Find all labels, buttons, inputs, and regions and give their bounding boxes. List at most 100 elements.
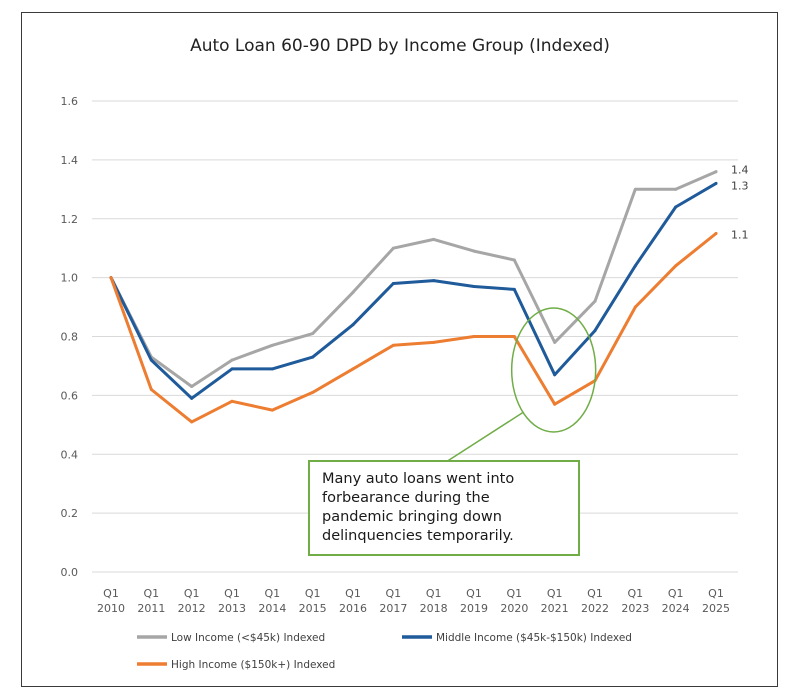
data-point (270, 408, 274, 412)
legend-item: Low Income (<$45k) Indexed (137, 632, 325, 644)
x-tick-quarter: Q1 (587, 587, 603, 600)
x-tick-quarter: Q1 (264, 587, 280, 600)
data-point (391, 343, 395, 347)
x-tick-quarter: Q1 (627, 587, 643, 600)
x-tick-year: 2020 (500, 602, 528, 615)
series-lines (109, 170, 718, 424)
x-tick-quarter: Q1 (426, 587, 442, 600)
data-point (432, 340, 436, 344)
data-point (633, 264, 637, 268)
x-tick-year: 2011 (137, 602, 165, 615)
y-tick-label: 0.8 (61, 331, 79, 344)
data-point (553, 402, 557, 406)
highlight-ellipse (510, 307, 597, 433)
y-axis: 0.0 0.2 0.4 0.6 0.8 1.0 1.2 1.4 1.6 (61, 95, 79, 579)
data-point (311, 355, 315, 359)
data-point (351, 323, 355, 327)
y-tick-label: 1.6 (61, 95, 79, 108)
end-label: 1.4 (731, 164, 749, 177)
x-tick-quarter: Q1 (708, 587, 724, 600)
series-0 (109, 170, 718, 389)
y-tick-label: 1.0 (61, 272, 79, 285)
y-tick-label: 0.6 (61, 389, 79, 402)
data-point (472, 284, 476, 288)
data-point (311, 390, 315, 394)
y-tick-label: 1.4 (61, 154, 79, 167)
legend-label: High Income ($150k+) Indexed (171, 659, 335, 671)
x-tick-quarter: Q1 (103, 587, 119, 600)
x-tick-quarter: Q1 (345, 587, 361, 600)
x-tick-quarter: Q1 (547, 587, 563, 600)
series-line (109, 181, 718, 400)
data-point (512, 287, 516, 291)
data-point (472, 335, 476, 338)
data-point (714, 231, 718, 235)
data-point (190, 420, 194, 424)
data-point (633, 305, 637, 309)
data-point (714, 181, 718, 185)
y-tick-label: 0.0 (61, 566, 79, 579)
x-tick-quarter: Q1 (466, 587, 482, 600)
x-tick-quarter: Q1 (385, 587, 401, 600)
y-tick-label: 1.2 (61, 213, 79, 226)
data-point (674, 187, 678, 191)
legend-item: Middle Income ($45k-$150k) Indexed (402, 632, 632, 644)
data-point (714, 170, 718, 174)
data-point (633, 187, 637, 191)
data-point (351, 367, 355, 371)
legend-label: Middle Income ($45k-$150k) Indexed (436, 632, 632, 644)
data-point (593, 299, 597, 303)
data-point (512, 335, 516, 338)
callout-leader-line (445, 411, 525, 463)
callout-line: delinquencies temporarily. (322, 528, 514, 544)
data-point (149, 358, 153, 362)
data-point (432, 279, 436, 283)
series-2 (109, 231, 718, 424)
y-tick-label: 0.4 (61, 448, 79, 461)
data-point (270, 367, 274, 371)
x-tick-year: 2023 (621, 602, 649, 615)
data-point (230, 367, 234, 371)
x-tick-year: 2021 (541, 602, 569, 615)
data-point (391, 282, 395, 286)
data-point (472, 249, 476, 253)
data-point (553, 340, 557, 344)
x-tick-quarter: Q1 (143, 587, 159, 600)
data-point (432, 237, 436, 241)
data-point (391, 246, 395, 250)
x-tick-quarter: Q1 (506, 587, 522, 600)
x-tick-year: 2022 (581, 602, 609, 615)
data-point (351, 290, 355, 294)
data-point (109, 276, 113, 280)
data-point (593, 329, 597, 333)
x-tick-year: 2013 (218, 602, 246, 615)
end-labels: 1.4 1.3 1.1 (731, 164, 749, 242)
x-tick-quarter: Q1 (184, 587, 200, 600)
x-tick-year: 2010 (97, 602, 125, 615)
x-tick-year: 2015 (299, 602, 327, 615)
data-point (512, 258, 516, 262)
x-tick-year: 2025 (702, 602, 730, 615)
data-point (553, 373, 557, 377)
legend: Low Income (<$45k) Indexed Middle Income … (137, 632, 632, 671)
data-point (270, 343, 274, 347)
callout-line: Many auto loans went into (322, 471, 515, 487)
data-point (311, 332, 315, 336)
end-label: 1.3 (731, 179, 749, 192)
legend-label: Low Income (<$45k) Indexed (171, 632, 325, 644)
data-point (674, 264, 678, 268)
x-tick-year: 2018 (420, 602, 448, 615)
x-tick-quarter: Q1 (305, 587, 321, 600)
data-point (230, 399, 234, 403)
x-tick-year: 2024 (662, 602, 690, 615)
x-tick-year: 2014 (258, 602, 286, 615)
data-point (149, 387, 153, 391)
x-tick-quarter: Q1 (668, 587, 684, 600)
chart-title: Auto Loan 60-90 DPD by Income Group (Ind… (190, 36, 610, 56)
x-tick-year: 2017 (379, 602, 407, 615)
x-tick-year: 2016 (339, 602, 367, 615)
x-axis: Q1 2010 Q1 2011 Q1 2012 Q1 2013 Q1 2014 Q1 2015 Q1 20… (97, 587, 730, 615)
data-point (190, 385, 194, 389)
end-label: 1.1 (731, 228, 749, 241)
